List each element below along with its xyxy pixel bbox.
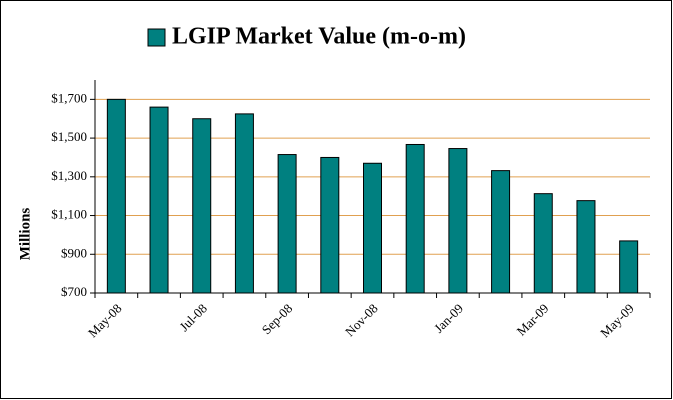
y-tick-label: $1,500: [51, 129, 87, 144]
y-tick-label: $1,100: [51, 207, 87, 222]
bar: [576, 200, 596, 294]
y-tick-label: $700: [61, 284, 87, 299]
bar: [405, 143, 425, 294]
bar: [533, 193, 553, 294]
bar: [106, 98, 126, 294]
y-tick-label: $1,300: [51, 168, 87, 183]
y-axis-title: Millions: [17, 208, 33, 261]
legend-label: LGIP Market Value (m-o-m): [172, 24, 466, 50]
bar: [619, 240, 639, 294]
legend-swatch: [147, 28, 166, 47]
bar: [448, 148, 468, 294]
bar: [491, 170, 511, 294]
y-tick-label: $900: [61, 245, 87, 260]
bar: [363, 162, 382, 294]
bar: [277, 154, 297, 294]
bar: [320, 156, 340, 294]
bar: [192, 118, 212, 294]
bar: [234, 113, 254, 294]
bar: [149, 106, 169, 294]
y-tick-label: $1,700: [51, 90, 87, 105]
